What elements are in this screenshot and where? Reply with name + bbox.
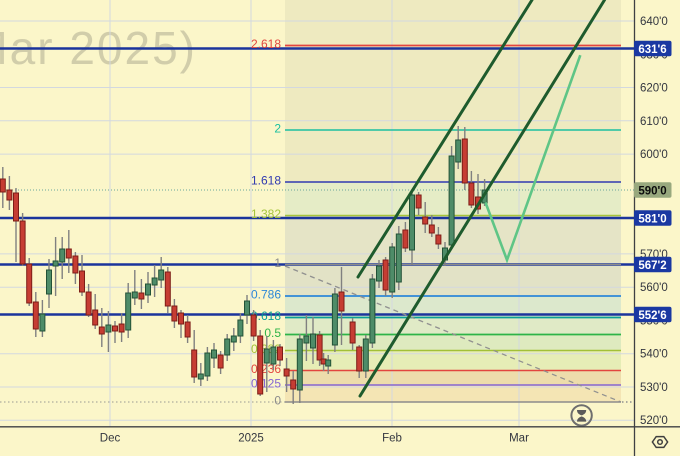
svg-text:Dec: Dec bbox=[100, 433, 121, 445]
svg-text:Mar: Mar bbox=[509, 433, 529, 445]
svg-text:567'2: 567'2 bbox=[638, 260, 666, 272]
svg-text:1.382: 1.382 bbox=[251, 207, 281, 221]
svg-text:1: 1 bbox=[274, 256, 281, 270]
svg-text:0.786: 0.786 bbox=[251, 288, 281, 302]
svg-text:520'0: 520'0 bbox=[640, 415, 668, 427]
svg-text:Feb: Feb bbox=[382, 433, 402, 445]
svg-text:600'0: 600'0 bbox=[640, 149, 668, 161]
svg-text:2025: 2025 bbox=[238, 433, 264, 445]
svg-text:620'0: 620'0 bbox=[640, 83, 668, 95]
svg-text:530'0: 530'0 bbox=[640, 382, 668, 394]
svg-text:631'6: 631'6 bbox=[638, 44, 666, 56]
svg-text:0.5: 0.5 bbox=[264, 326, 281, 340]
svg-text:610'0: 610'0 bbox=[640, 116, 668, 128]
svg-text:590'0: 590'0 bbox=[638, 185, 666, 197]
svg-text:2: 2 bbox=[274, 122, 281, 136]
svg-text:2.618: 2.618 bbox=[251, 37, 281, 51]
svg-text:560'0: 560'0 bbox=[640, 282, 668, 294]
svg-text:552'6: 552'6 bbox=[638, 310, 666, 322]
svg-text:581'0: 581'0 bbox=[638, 213, 666, 225]
svg-text:640'0: 640'0 bbox=[640, 16, 668, 28]
svg-text:1.618: 1.618 bbox=[251, 174, 281, 188]
svg-text:540'0: 540'0 bbox=[640, 349, 668, 361]
svg-text:0: 0 bbox=[274, 394, 281, 408]
svg-text:0.618: 0.618 bbox=[251, 309, 281, 323]
